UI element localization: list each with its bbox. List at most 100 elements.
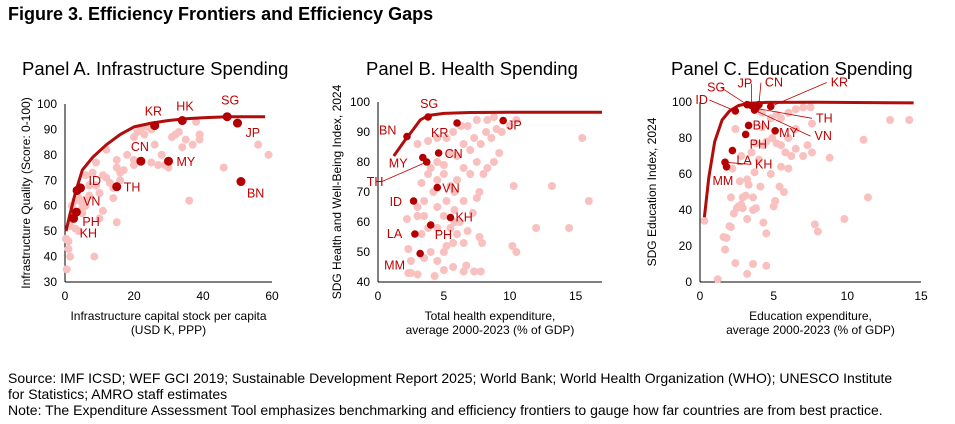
scatter-point [413,212,422,220]
scatter-point [433,203,442,211]
panel-b-chart: 0 5 10 15 40 50 60 70 80 90 100 Total health expend… [330,84,602,337]
scatter-point [813,227,822,236]
scatter-point [157,150,166,159]
scatter-point [475,233,484,241]
scatter-point [547,182,556,190]
country-label-kr: KR [431,126,448,140]
y-tick-label: 60 [679,167,693,181]
country-label-cn: CN [131,140,149,154]
panel-b-title: Panel B. Health Spending [366,58,578,79]
scatter-point [71,224,80,233]
scatter-point [463,122,472,130]
scatter-point [178,143,187,152]
scatter-point [439,248,448,256]
scatter-point [905,116,914,124]
label-leader-line [709,99,736,112]
scatter-point [459,140,468,148]
label-leader-line [758,82,762,105]
scatter-point [759,218,768,227]
scatter-point [512,116,521,124]
scatter-point [453,152,462,160]
scatter-point [472,194,481,202]
scatter-point [771,197,780,205]
scatter-point [439,212,448,220]
scatter-point [402,215,411,223]
scatter-point [578,134,587,142]
scatter-point [450,188,459,196]
country-label-my: MY [779,126,798,140]
country-label-sg: SG [221,94,239,108]
scatter-point [791,105,800,114]
scatter-point [807,148,816,157]
scatter-point [147,158,156,167]
x-axis-label: Infrastructure capital stock per capita(… [70,309,266,337]
country-label-id: ID [390,195,403,209]
scatter-point [482,128,491,136]
figure-title: Figure 3. Efficiency Frontiers and Effic… [8,4,434,24]
scatter-point [803,141,812,150]
scatter-point [81,171,90,180]
y-tick-label: 40 [357,275,371,289]
highlight-point-ph [741,130,750,139]
scatter-point [806,103,815,112]
highlight-point-jp [233,118,242,128]
scatter-point [92,158,101,167]
scatter-point [476,267,485,276]
country-label-hk: HK [176,100,194,114]
scatter-point [164,163,173,172]
scatter-point [449,239,458,247]
scatter-point [446,182,455,190]
country-label-jp: JP [507,119,522,133]
highlight-point-ph [426,221,435,229]
scatter-point [784,164,793,173]
scatter-point [751,204,760,213]
scatter-point [119,166,128,175]
y-tick-label: 100 [672,95,692,109]
scatter-point [459,239,468,247]
country-label-my: MY [389,157,408,171]
scatter-point [95,189,104,197]
highlight-point-hk [177,116,187,126]
scatter-point [420,197,429,205]
label-leader-line [725,161,752,165]
scatter-point [751,139,760,148]
scatter-point [840,215,849,223]
x-tick-label: 0 [375,289,382,303]
country-label-vn: VN [83,194,100,208]
y-tick-label: 90 [44,122,58,136]
scatter-point [109,194,118,203]
country-label-sg: SG [420,97,438,111]
scatter-point [181,135,190,144]
country-label-kh: KH [755,157,772,171]
scatter-point [459,164,468,172]
y-tick-label: 30 [44,275,58,289]
scatter-point [466,170,475,178]
scatter-point [92,181,101,190]
scatter-point [463,227,472,235]
label-leader-line [720,87,748,106]
country-label-th: TH [124,181,141,195]
label-leader-line [380,161,427,183]
y-tick-label: 80 [357,155,371,169]
scatter-point [766,170,775,178]
y-tick-label: 40 [679,203,693,217]
scatter-point [777,162,786,171]
scatter-point [509,182,518,190]
scatter-point [426,248,435,256]
scatter-point [726,193,735,202]
scatter-point [455,218,464,226]
scatter-point [64,244,73,253]
scatter-point [95,214,104,223]
scatter-point [195,130,204,139]
scatter-point [731,125,740,133]
scatter-point [442,197,451,205]
scatter-point [495,149,504,157]
y-tick-label: 100 [350,95,370,109]
country-label-cn: CN [765,76,783,90]
y-tick-label: 60 [357,215,371,229]
country-label-la: LA [736,154,752,168]
scatter-point [750,168,759,177]
scatter-point [424,137,433,145]
scatter-point [123,150,132,159]
